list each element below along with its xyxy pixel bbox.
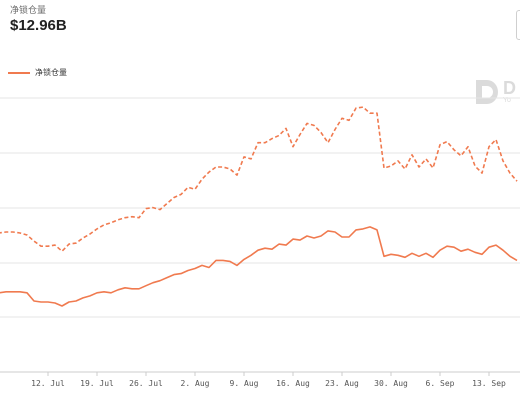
x-tick-label: 16. Aug [276,379,310,388]
grid-lines [0,97,520,318]
legend-swatch [8,71,30,74]
x-tick-label: 9. Aug [230,379,259,388]
x-tick-label: 2. Aug [181,379,210,388]
x-axis-ticks: 12. Jul 19. Jul 26. Jul 2. Aug 9. Aug 16. Aug… [31,372,506,388]
metric-value: $12.96B [10,17,67,34]
series-lines [0,106,518,307]
series-line-dashed [0,106,518,252]
series-line-solid [0,226,518,307]
x-tick-label: 30. Aug [374,379,408,388]
x-tick-label: 26. Jul [129,379,163,388]
metric-label: 净锁仓量 [10,5,47,15]
legend-label: 净锁仓量 [35,68,67,77]
x-tick-label: 12. Jul [31,379,65,388]
x-tick-label: 6. Sep [426,379,455,388]
watermark-subtext: Yo [503,97,511,104]
x-tick-label: 23. Aug [325,379,359,388]
legend[interactable]: 净锁仓量 [8,67,67,78]
watermark-text: D Yo [503,79,516,105]
corner-control[interactable] [516,10,520,40]
metric-header: 净锁仓量 $12.96B [10,3,67,34]
x-tick-label: 13. Sep [472,379,506,388]
x-tick-label: 19. Jul [80,379,114,388]
watermark-letter: D [503,78,516,98]
